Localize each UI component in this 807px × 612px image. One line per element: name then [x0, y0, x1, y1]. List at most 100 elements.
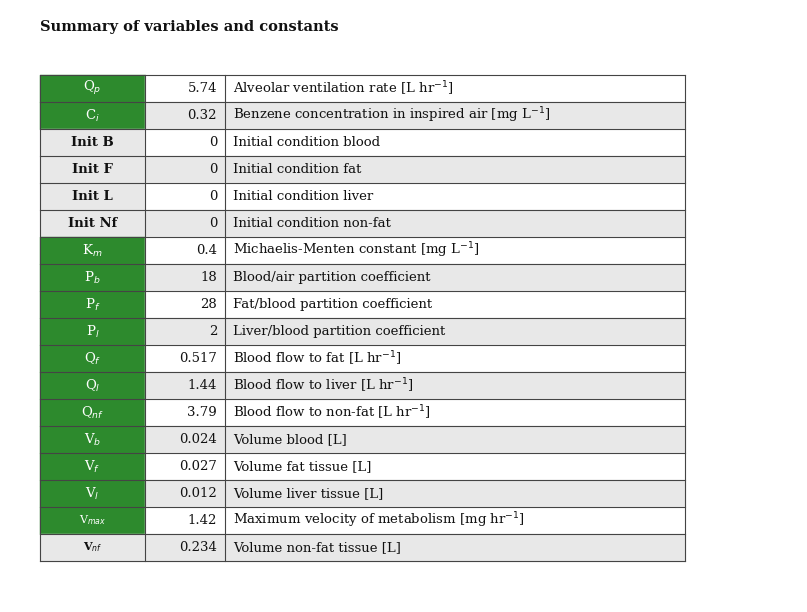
- Text: V$_{nf}$: V$_{nf}$: [83, 540, 102, 554]
- Text: 0.32: 0.32: [187, 109, 217, 122]
- Polygon shape: [145, 345, 225, 372]
- Text: Init Nf: Init Nf: [68, 217, 117, 230]
- Polygon shape: [145, 399, 225, 426]
- Text: 0: 0: [209, 136, 217, 149]
- Polygon shape: [145, 156, 225, 183]
- Polygon shape: [40, 480, 145, 507]
- Text: Blood/air partition coefficient: Blood/air partition coefficient: [233, 271, 430, 284]
- Text: Initial condition liver: Initial condition liver: [233, 190, 374, 203]
- Text: Initial condition non-fat: Initial condition non-fat: [233, 217, 391, 230]
- Polygon shape: [145, 453, 225, 480]
- Polygon shape: [225, 156, 685, 183]
- Text: V$_b$: V$_b$: [84, 431, 101, 447]
- Text: Maximum velocity of metabolism [mg hr$^{-1}$]: Maximum velocity of metabolism [mg hr$^{…: [233, 510, 525, 531]
- Polygon shape: [225, 129, 685, 156]
- Text: 0.4: 0.4: [196, 244, 217, 257]
- Polygon shape: [40, 399, 145, 426]
- Text: Volume liver tissue [L]: Volume liver tissue [L]: [233, 487, 383, 500]
- Polygon shape: [40, 264, 145, 291]
- Text: Volume fat tissue [L]: Volume fat tissue [L]: [233, 460, 371, 473]
- Text: P$_l$: P$_l$: [86, 324, 99, 340]
- Polygon shape: [40, 534, 145, 561]
- Text: 3.79: 3.79: [187, 406, 217, 419]
- Polygon shape: [225, 507, 685, 534]
- Text: 18: 18: [200, 271, 217, 284]
- Polygon shape: [40, 507, 145, 534]
- Text: Init F: Init F: [72, 163, 113, 176]
- Text: P$_b$: P$_b$: [84, 269, 101, 286]
- Polygon shape: [145, 480, 225, 507]
- Text: 28: 28: [200, 298, 217, 311]
- Polygon shape: [225, 75, 685, 102]
- Polygon shape: [145, 534, 225, 561]
- Text: Q$_p$: Q$_p$: [83, 80, 102, 97]
- Text: Volume blood [L]: Volume blood [L]: [233, 433, 347, 446]
- Polygon shape: [40, 129, 145, 156]
- Text: 5.74: 5.74: [187, 82, 217, 95]
- Text: C$_i$: C$_i$: [85, 108, 100, 124]
- Text: 0.024: 0.024: [179, 433, 217, 446]
- Polygon shape: [40, 345, 145, 372]
- Polygon shape: [225, 264, 685, 291]
- Polygon shape: [225, 426, 685, 453]
- Text: Q$_l$: Q$_l$: [85, 378, 100, 394]
- Text: V$_l$: V$_l$: [86, 485, 100, 502]
- Polygon shape: [225, 102, 685, 129]
- Text: Q$_f$: Q$_f$: [84, 351, 101, 367]
- Text: Volume non-fat tissue [L]: Volume non-fat tissue [L]: [233, 541, 401, 554]
- Polygon shape: [145, 75, 225, 102]
- Polygon shape: [225, 372, 685, 399]
- Text: Blood flow to non-fat [L hr$^{-1}$]: Blood flow to non-fat [L hr$^{-1}$]: [233, 403, 431, 422]
- Polygon shape: [225, 291, 685, 318]
- Polygon shape: [145, 129, 225, 156]
- Polygon shape: [40, 156, 145, 183]
- Polygon shape: [225, 480, 685, 507]
- Text: 1.42: 1.42: [187, 514, 217, 527]
- Text: 1.44: 1.44: [187, 379, 217, 392]
- Text: 0.517: 0.517: [179, 352, 217, 365]
- Text: Init B: Init B: [71, 136, 114, 149]
- Polygon shape: [225, 210, 685, 237]
- Polygon shape: [145, 102, 225, 129]
- Polygon shape: [225, 534, 685, 561]
- Text: Init L: Init L: [72, 190, 113, 203]
- Polygon shape: [40, 237, 145, 264]
- Polygon shape: [145, 318, 225, 345]
- Polygon shape: [40, 210, 145, 237]
- Text: Alveolar ventilation rate [L hr$^{-1}$]: Alveolar ventilation rate [L hr$^{-1}$]: [233, 80, 454, 98]
- Text: V$_{max}$: V$_{max}$: [79, 513, 107, 528]
- Polygon shape: [225, 318, 685, 345]
- Polygon shape: [40, 183, 145, 210]
- Text: Blood flow to fat [L hr$^{-1}$]: Blood flow to fat [L hr$^{-1}$]: [233, 349, 401, 368]
- Polygon shape: [225, 453, 685, 480]
- Text: K$_m$: K$_m$: [82, 242, 102, 258]
- Text: 0.012: 0.012: [179, 487, 217, 500]
- Text: 2: 2: [209, 325, 217, 338]
- Text: 0.234: 0.234: [179, 541, 217, 554]
- Polygon shape: [40, 318, 145, 345]
- Polygon shape: [225, 237, 685, 264]
- Polygon shape: [145, 291, 225, 318]
- Text: Benzene concentration in inspired air [mg L$^{-1}$]: Benzene concentration in inspired air [m…: [233, 106, 550, 125]
- Polygon shape: [145, 264, 225, 291]
- Text: Michaelis-Menten constant [mg L$^{-1}$]: Michaelis-Menten constant [mg L$^{-1}$]: [233, 241, 479, 260]
- Polygon shape: [40, 372, 145, 399]
- Polygon shape: [40, 291, 145, 318]
- Polygon shape: [145, 372, 225, 399]
- Polygon shape: [40, 102, 145, 129]
- Polygon shape: [225, 183, 685, 210]
- Polygon shape: [225, 399, 685, 426]
- Text: P$_f$: P$_f$: [85, 296, 100, 313]
- Polygon shape: [145, 426, 225, 453]
- Text: V$_f$: V$_f$: [85, 458, 101, 474]
- Text: 0.027: 0.027: [179, 460, 217, 473]
- Text: 0: 0: [209, 217, 217, 230]
- Text: Blood flow to liver [L hr$^{-1}$]: Blood flow to liver [L hr$^{-1}$]: [233, 376, 413, 395]
- Text: 0: 0: [209, 163, 217, 176]
- Polygon shape: [145, 183, 225, 210]
- Text: Summary of variables and constants: Summary of variables and constants: [40, 20, 339, 34]
- Polygon shape: [145, 210, 225, 237]
- Polygon shape: [145, 237, 225, 264]
- Text: Q$_{nf}$: Q$_{nf}$: [81, 405, 104, 420]
- Text: 0: 0: [209, 190, 217, 203]
